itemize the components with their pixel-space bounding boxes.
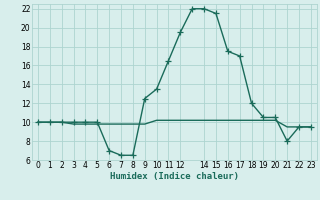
X-axis label: Humidex (Indice chaleur): Humidex (Indice chaleur)	[110, 172, 239, 181]
